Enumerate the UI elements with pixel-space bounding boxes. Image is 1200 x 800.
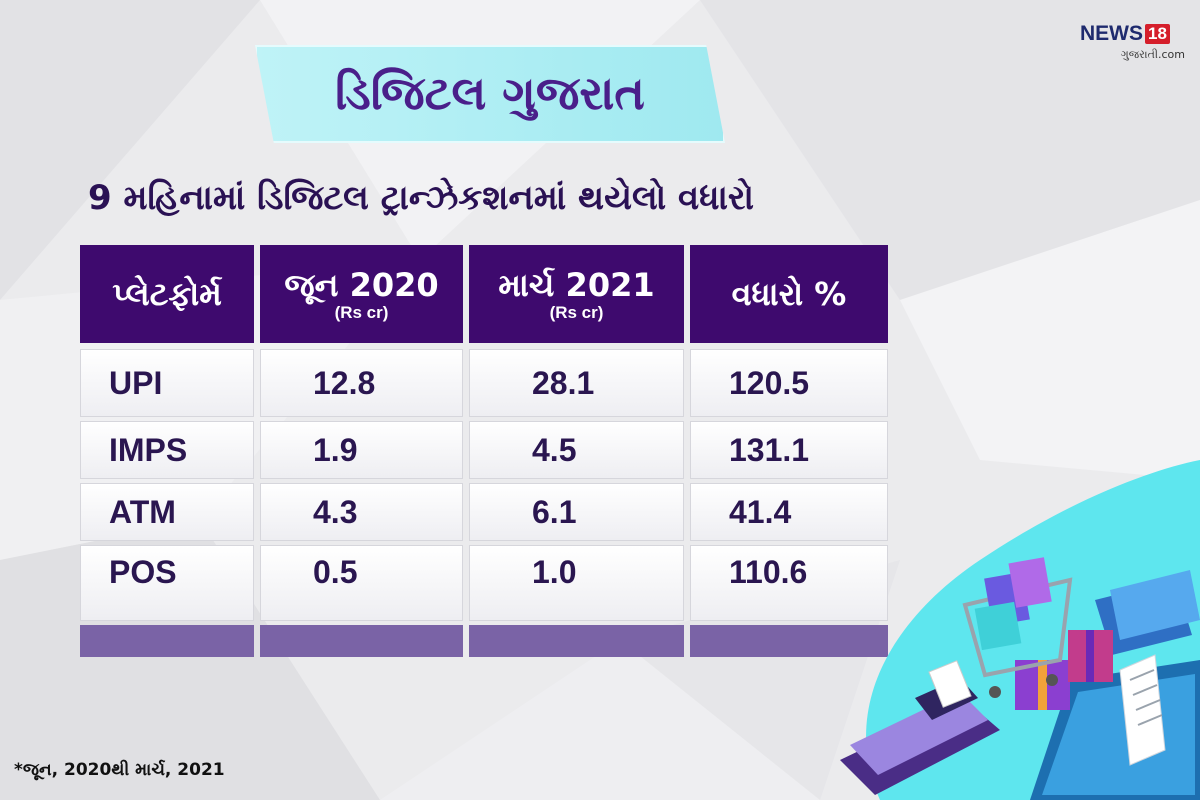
table-cell: 4.5 (469, 421, 684, 479)
header-june-2020: જૂન 2020 (Rs cr) (260, 245, 463, 343)
header-label: માર્ચ 2021 (498, 265, 655, 304)
page-title: ડિજિટલ ગુજરાત (335, 66, 645, 120)
table-cell: 6.1 (469, 483, 684, 541)
header-label: વધારો % (731, 274, 847, 313)
header-increase-percent: વધારો % (690, 245, 888, 343)
receipt-icon (1119, 654, 1166, 766)
table-cell: 131.1 (690, 421, 888, 479)
table-footer-cell (469, 625, 684, 657)
card-terminal-icon (840, 660, 1000, 795)
header-label: જૂન 2020 (284, 265, 439, 304)
table-cell: 110.6 (690, 545, 888, 621)
logo-badge: 18 (1145, 24, 1170, 44)
table-footer-cell (690, 625, 888, 657)
table-cell: 4.3 (260, 483, 463, 541)
logo-subtext: ગુજરાતી.com (1120, 48, 1185, 61)
header-unit: (Rs cr) (549, 302, 604, 322)
table-footer-cell (80, 625, 254, 657)
subtitle: 9 મહિનામાં ડિજિટલ ટ્રાન્ઝેકશનમાં થયેલો વ… (88, 178, 754, 218)
shopping-bag-icon (974, 557, 1052, 651)
footnote: *જૂન, 2020થી માર્ચ, 2021 (14, 760, 225, 780)
table-footer-cell (260, 625, 463, 657)
table-cell: IMPS (80, 421, 254, 479)
table-cell: 0.5 (260, 545, 463, 621)
payment-illustration (840, 460, 1200, 800)
header-platform: પ્લેટફોર્મ (80, 245, 254, 343)
gift-box-icon (1015, 630, 1113, 710)
header-unit: (Rs cr) (334, 302, 389, 322)
credit-card-icon (1095, 570, 1200, 655)
table-cell: POS (80, 545, 254, 621)
table-cell: 1.0 (469, 545, 684, 621)
table-cell: 41.4 (690, 483, 888, 541)
title-banner (255, 45, 725, 143)
header-march-2021: માર્ચ 2021 (Rs cr) (469, 245, 684, 343)
table-cell: 28.1 (469, 349, 684, 417)
header-label: પ્લેટફોર્મ (112, 274, 222, 313)
table-cell: 1.9 (260, 421, 463, 479)
logo-brand: NEWS (1080, 22, 1143, 45)
news18-logo: NEWS 18 ગુજરાતી.com (1080, 22, 1185, 72)
table-cell: 12.8 (260, 349, 463, 417)
table-cell: 120.5 (690, 349, 888, 417)
table-cell: ATM (80, 483, 254, 541)
table-cell: UPI (80, 349, 254, 417)
